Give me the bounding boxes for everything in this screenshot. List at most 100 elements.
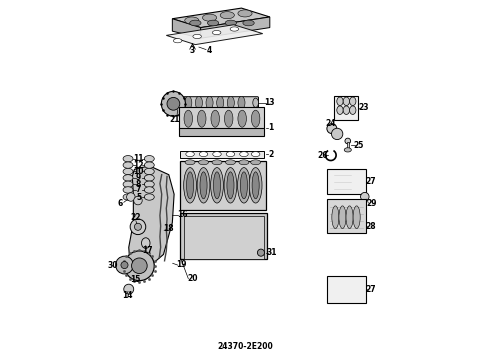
- Ellipse shape: [349, 106, 356, 114]
- Ellipse shape: [337, 106, 343, 114]
- Bar: [334, 96, 358, 120]
- Ellipse shape: [190, 20, 201, 26]
- Ellipse shape: [123, 156, 133, 162]
- Bar: [179, 128, 265, 136]
- Text: 29: 29: [367, 198, 377, 207]
- Ellipse shape: [123, 168, 133, 175]
- Ellipse shape: [184, 110, 193, 127]
- Text: 5: 5: [136, 193, 141, 202]
- Text: 24370-2E200: 24370-2E200: [217, 342, 273, 351]
- Polygon shape: [172, 8, 270, 28]
- Ellipse shape: [224, 110, 233, 127]
- Bar: [327, 199, 366, 233]
- Ellipse shape: [142, 238, 150, 248]
- Ellipse shape: [224, 168, 237, 203]
- Ellipse shape: [193, 34, 201, 39]
- Ellipse shape: [345, 138, 351, 144]
- Bar: [327, 168, 366, 194]
- Ellipse shape: [134, 196, 142, 205]
- Text: 14: 14: [122, 291, 133, 300]
- Ellipse shape: [134, 223, 142, 230]
- Text: 24: 24: [325, 120, 336, 129]
- Ellipse shape: [227, 172, 234, 199]
- Text: 15: 15: [130, 275, 140, 284]
- Ellipse shape: [257, 249, 265, 256]
- Text: 13: 13: [264, 98, 274, 107]
- Ellipse shape: [327, 123, 337, 134]
- Text: 21: 21: [170, 114, 180, 123]
- Text: 22: 22: [130, 213, 141, 222]
- Text: 23: 23: [359, 103, 369, 112]
- Ellipse shape: [187, 172, 194, 199]
- Ellipse shape: [361, 192, 369, 201]
- Ellipse shape: [145, 194, 154, 200]
- Text: 27: 27: [366, 285, 376, 294]
- Polygon shape: [201, 17, 270, 38]
- Ellipse shape: [123, 175, 133, 181]
- Ellipse shape: [145, 168, 154, 175]
- Ellipse shape: [130, 219, 146, 235]
- Ellipse shape: [121, 261, 128, 269]
- Text: 9: 9: [136, 174, 141, 183]
- Ellipse shape: [220, 12, 234, 19]
- Ellipse shape: [343, 106, 349, 114]
- Text: 6: 6: [118, 198, 123, 207]
- Bar: [180, 150, 265, 158]
- Text: 31: 31: [267, 248, 277, 257]
- Text: 10: 10: [133, 167, 144, 176]
- Ellipse shape: [349, 97, 356, 105]
- Text: 28: 28: [366, 221, 376, 230]
- Ellipse shape: [116, 256, 133, 274]
- Ellipse shape: [226, 152, 235, 157]
- Ellipse shape: [252, 172, 259, 199]
- Text: 17: 17: [142, 246, 153, 255]
- Ellipse shape: [207, 20, 219, 26]
- Ellipse shape: [238, 168, 250, 203]
- Ellipse shape: [126, 193, 135, 201]
- Ellipse shape: [249, 168, 262, 203]
- Ellipse shape: [225, 20, 237, 26]
- Ellipse shape: [198, 160, 208, 165]
- Ellipse shape: [199, 152, 208, 157]
- Ellipse shape: [332, 206, 339, 229]
- Ellipse shape: [239, 160, 249, 165]
- Ellipse shape: [346, 206, 353, 229]
- Ellipse shape: [213, 152, 221, 157]
- Ellipse shape: [251, 110, 260, 127]
- Bar: [184, 216, 264, 259]
- Text: 12: 12: [133, 161, 144, 170]
- Ellipse shape: [253, 98, 258, 107]
- Text: 30: 30: [108, 261, 119, 270]
- Text: 26: 26: [318, 151, 328, 160]
- Text: 11: 11: [133, 154, 144, 163]
- Ellipse shape: [123, 181, 133, 188]
- Ellipse shape: [344, 148, 351, 152]
- Ellipse shape: [124, 284, 134, 294]
- Bar: [327, 276, 366, 303]
- Text: 2: 2: [268, 150, 273, 159]
- Ellipse shape: [123, 162, 133, 168]
- Polygon shape: [166, 25, 263, 45]
- Ellipse shape: [225, 160, 235, 165]
- Polygon shape: [172, 19, 201, 38]
- Text: 25: 25: [353, 141, 364, 150]
- Text: 1: 1: [268, 123, 273, 132]
- Ellipse shape: [238, 10, 252, 17]
- Ellipse shape: [124, 251, 154, 281]
- Ellipse shape: [211, 168, 223, 203]
- Ellipse shape: [123, 187, 133, 193]
- Ellipse shape: [173, 39, 182, 43]
- Ellipse shape: [217, 96, 224, 109]
- Ellipse shape: [186, 152, 195, 157]
- Ellipse shape: [243, 20, 254, 26]
- Ellipse shape: [167, 98, 180, 110]
- Ellipse shape: [238, 110, 246, 127]
- Text: 7: 7: [136, 185, 141, 194]
- Ellipse shape: [184, 168, 196, 203]
- Ellipse shape: [331, 128, 343, 140]
- Ellipse shape: [132, 258, 147, 274]
- Ellipse shape: [145, 156, 154, 162]
- Ellipse shape: [145, 175, 154, 181]
- Ellipse shape: [339, 206, 346, 229]
- Ellipse shape: [197, 168, 210, 203]
